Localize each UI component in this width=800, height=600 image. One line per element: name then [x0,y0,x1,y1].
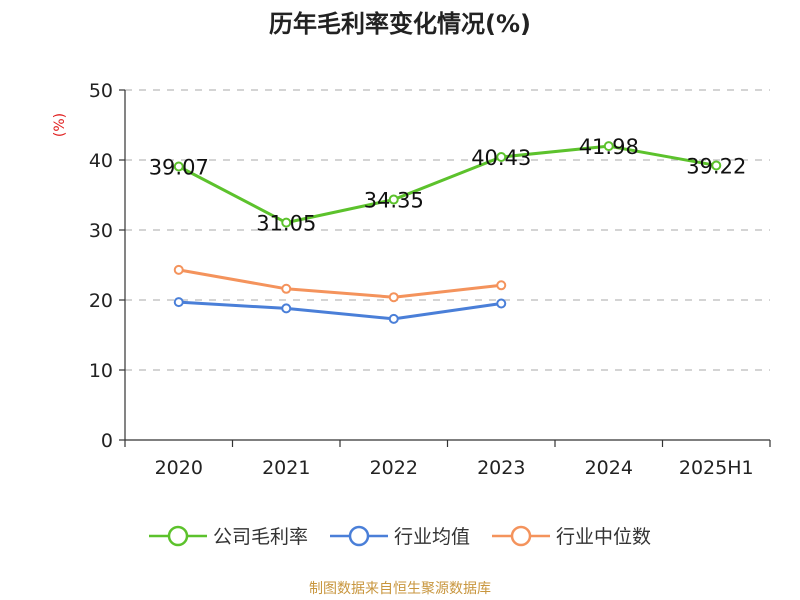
series-line [178,268,502,299]
data-label: 34.35 [364,189,424,213]
legend-label: 行业均值 [393,526,470,548]
data-point [173,297,184,308]
legend-item[interactable]: 行业均值 [329,522,470,549]
data-point [496,298,507,309]
y-tick-label: 30 [89,220,113,242]
axis-layer: 0 10 20 30 40 50 2020 2021 2022 2023 2024 2025H1 [89,80,771,479]
data-label: 39.07 [149,156,209,180]
x-tick-label: 2023 [477,457,525,479]
x-tick-label: 2021 [262,457,310,479]
data-label: 40.43 [471,146,531,170]
source-note: 制图数据来自恒生聚源数据库 [309,581,491,597]
legend-item[interactable]: 公司毛利率 [148,522,308,549]
data-point [281,283,292,294]
series-line [178,300,502,321]
x-tick-label: 2025H1 [679,457,754,479]
data-label: 31.05 [256,212,316,236]
y-tick-label: 40 [89,150,113,172]
legend-label: 公司毛利率 [212,526,308,548]
y-tick-label: 10 [89,360,113,382]
legend-marker-icon [492,525,550,546]
x-tick-label: 2022 [370,457,418,479]
series-line [178,144,717,225]
legend-marker-icon [329,525,388,546]
chart-title: 历年毛利率变化情况(%) [269,10,531,38]
data-point [388,313,399,324]
y-axis-label: (%) [52,113,68,137]
legend-label: 行业中位数 [556,526,652,548]
data-label: 39.22 [686,154,746,178]
y-tick-label: 50 [89,80,113,102]
label-layer: 39.07 31.05 34.35 40.43 41.98 39.22 [149,135,747,236]
data-point [173,161,184,172]
data-point [388,292,399,303]
legend: 公司毛利率 行业均值 行业中位数 [0,522,800,549]
y-tick-label: 0 [101,430,113,452]
x-tick-label: 2024 [585,457,633,479]
data-point [173,264,184,275]
x-tick-label: 2020 [155,457,203,479]
legend-item[interactable]: 行业中位数 [492,522,651,549]
series-layer [173,141,722,324]
data-point [281,217,292,228]
data-point [388,194,399,205]
legend-marker-icon [148,525,207,546]
data-point [496,280,507,291]
data-point [281,303,292,314]
data-point [496,151,507,162]
data-point [603,141,614,152]
y-tick-label: 20 [89,290,113,312]
data-point [711,160,722,171]
grid-layer [125,89,770,371]
data-label: 41.98 [579,135,639,159]
